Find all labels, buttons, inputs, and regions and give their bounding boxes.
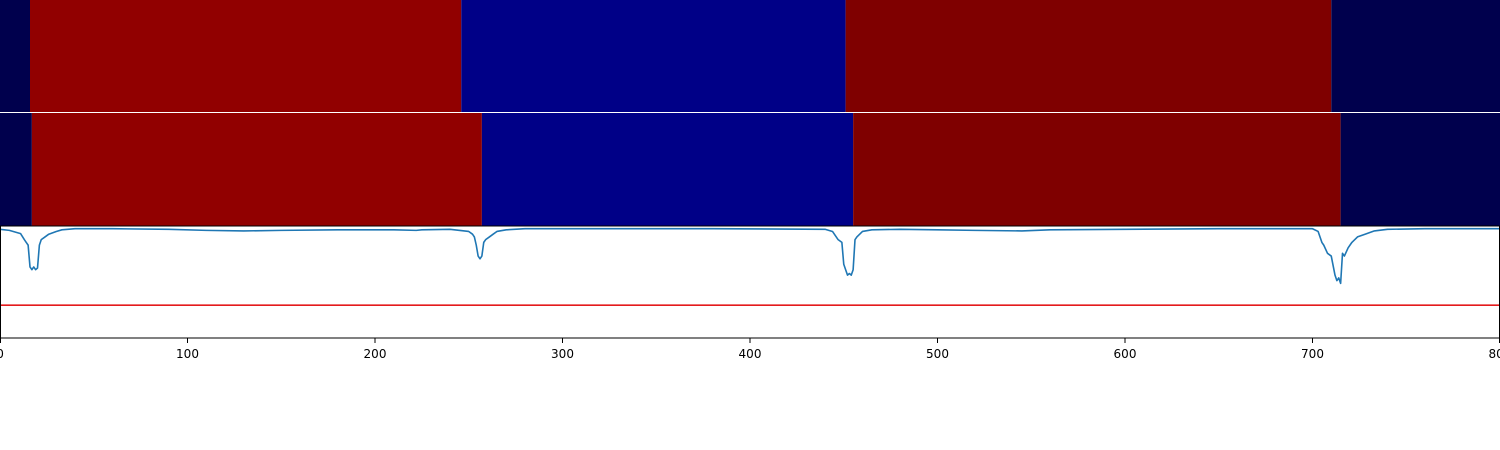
heatmap-segment-2 [31, 113, 482, 226]
x-tick-label: 700 [1301, 347, 1324, 361]
x-tick-label: 600 [1114, 347, 1137, 361]
x-tick-label: 500 [926, 347, 949, 361]
heatmap-segment-4 [845, 0, 1332, 112]
heatmap-segment-3 [481, 113, 854, 226]
x-tick-label: 0 [0, 347, 4, 361]
line-panel: 0 100 200 300 400 500 600 700 800 [0, 225, 1500, 361]
heatmap-segment-3 [461, 0, 846, 112]
heatmap-segment-1 [0, 113, 32, 226]
x-tick-label: 800 [1489, 347, 1500, 361]
heatmap-segment-1 [0, 0, 30, 112]
heatmap-bottom [0, 113, 1500, 226]
x-tick-label: 300 [551, 347, 574, 361]
heatmap-segment-4 [853, 113, 1341, 226]
x-tick-label: 400 [739, 347, 762, 361]
signal-line [0, 227, 1500, 285]
x-tick-label: 100 [176, 347, 199, 361]
heatmap-segment-5 [1340, 113, 1500, 226]
heatmap-segment-2 [30, 0, 462, 112]
line-panel-background [0, 226, 1500, 338]
heatmap-segment-5 [1331, 0, 1500, 112]
x-tick-label: 200 [364, 347, 387, 361]
heatmap-top [0, 0, 1500, 112]
